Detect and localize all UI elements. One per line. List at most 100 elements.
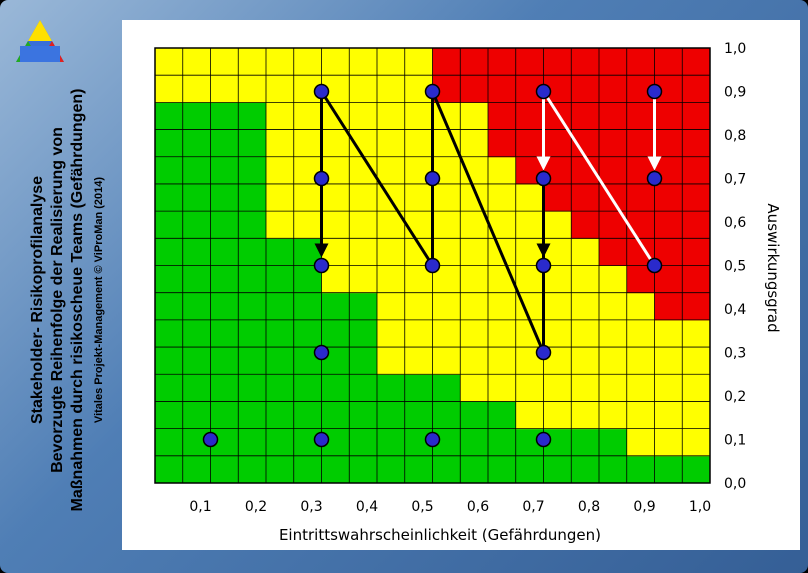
zone-cell [266, 211, 295, 239]
zone-cell [404, 455, 433, 484]
zone-cell [293, 129, 322, 158]
zone-cell [460, 129, 489, 158]
zone-cell [238, 238, 267, 266]
y-tick-label: 0,3 [724, 346, 746, 362]
zone-cell [210, 102, 239, 131]
zone-cell [571, 238, 600, 266]
zone-cell [460, 238, 489, 266]
zone-cell [460, 428, 489, 457]
zone-cell-red [571, 211, 600, 239]
zone-cell [377, 75, 406, 103]
sequence-arrow [431, 90, 545, 354]
zone-cell-red [682, 292, 711, 321]
zone-cell [488, 292, 517, 321]
zone-cell [321, 319, 350, 348]
zone-cell [349, 238, 378, 266]
zone-cell [238, 211, 267, 239]
zone-cell-red [682, 102, 711, 131]
x-tick-label: 0,9 [633, 499, 655, 515]
zone-cell-red [571, 75, 600, 103]
zone-cell [377, 374, 406, 402]
zone-cell-red [626, 48, 655, 76]
zone-cell [460, 156, 489, 185]
zone-cell [654, 319, 683, 348]
zone-cell-red [599, 48, 628, 76]
zone-cell [377, 238, 406, 266]
zone-cell-red [460, 75, 489, 103]
zone-cell [599, 319, 628, 348]
zone-cell [293, 211, 322, 239]
zone-cell [432, 374, 461, 402]
zone-cell [626, 401, 655, 430]
data-point [646, 170, 663, 187]
zone-cell-red [626, 211, 655, 239]
zone-cell [571, 428, 600, 457]
zone-cell [155, 374, 184, 402]
zone-cell [349, 75, 378, 103]
x-tick-label: 0,2 [245, 499, 267, 515]
zone-cell-red [515, 102, 544, 131]
zone-cell [182, 265, 211, 294]
zone-cell [460, 102, 489, 131]
zone-cell [599, 265, 628, 294]
zone-cell [182, 455, 211, 484]
zone-cell [293, 374, 322, 402]
zone-cell [266, 102, 295, 131]
zone-cell [432, 183, 461, 212]
zone-cell [599, 401, 628, 430]
zone-cell [404, 102, 433, 131]
zone-cell-red [488, 129, 517, 158]
zone-cell [293, 455, 322, 484]
zone-cell-red [654, 129, 683, 158]
zone-cell [377, 265, 406, 294]
zone-cell [155, 347, 184, 375]
data-point [313, 83, 330, 100]
zone-cell [238, 319, 267, 348]
zone-cell [266, 319, 295, 348]
zone-cell [515, 401, 544, 430]
zone-cell [571, 455, 600, 484]
zone-cell [266, 238, 295, 266]
zone-cell-red [460, 48, 489, 76]
data-point [535, 344, 552, 361]
zone-cell-red [599, 183, 628, 212]
arrow-head [647, 156, 662, 171]
zone-cell [266, 347, 295, 375]
x-tick-label: 0,5 [411, 499, 433, 515]
zone-cell [377, 102, 406, 131]
zone-cell [654, 401, 683, 430]
zone-cell-red [682, 129, 711, 158]
zone-cell [266, 428, 295, 457]
zone-cell [182, 211, 211, 239]
zone-cell [321, 292, 350, 321]
zone-cell [210, 347, 239, 375]
zone-cell [321, 455, 350, 484]
zone-cell [210, 238, 239, 266]
zone-cell [238, 401, 267, 430]
zone-cell-red [488, 48, 517, 76]
zone-cell [155, 129, 184, 158]
data-point [535, 170, 552, 187]
zone-cell [599, 374, 628, 402]
y-tick-label: 0,7 [724, 172, 746, 188]
zone-cell [488, 156, 517, 185]
zone-cell [266, 455, 295, 484]
zone-cell [515, 183, 544, 212]
zone-cell-red [654, 102, 683, 131]
zone-cell [404, 211, 433, 239]
zone-cell-red [682, 211, 711, 239]
zone-cell [571, 347, 600, 375]
zone-cell [404, 183, 433, 212]
data-point [313, 344, 330, 361]
zone-cell-red [599, 238, 628, 266]
zone-cell [155, 75, 184, 103]
zone-cell [155, 102, 184, 131]
zone-cell [293, 183, 322, 212]
data-point [424, 170, 441, 187]
zone-cell-red [654, 211, 683, 239]
y-tick-label: 0,9 [724, 85, 746, 101]
zone-cell [182, 156, 211, 185]
zone-cell [654, 374, 683, 402]
zone-cell [404, 374, 433, 402]
zone-cell [155, 156, 184, 185]
